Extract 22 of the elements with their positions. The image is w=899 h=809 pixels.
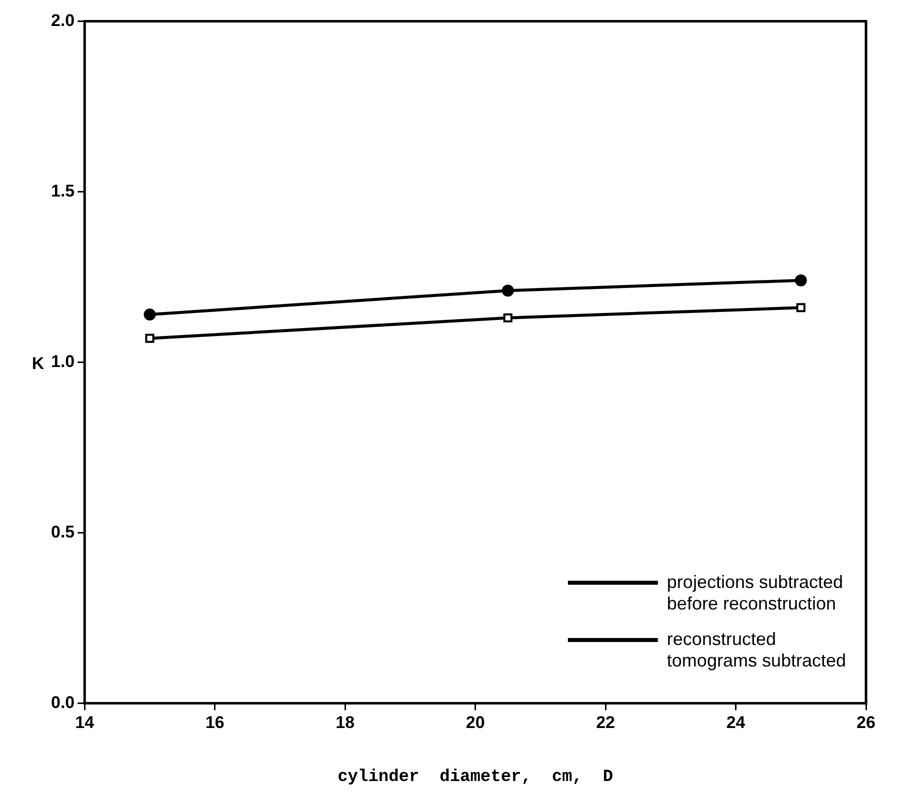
y-tick-label: 1.5 (50, 181, 75, 200)
x-axis-title: cylinder diameter, cm, D (338, 768, 614, 788)
y-tick-label: 1.0 (50, 352, 75, 371)
y-tick-label: 2.0 (50, 10, 75, 30)
y-axis-title: K (32, 354, 45, 373)
point (145, 334, 154, 343)
point (144, 308, 156, 320)
x-tick-label: 14 (75, 713, 95, 732)
point (794, 274, 807, 286)
y-tick-label: 0.0 (50, 692, 75, 712)
point (796, 303, 806, 312)
point (503, 313, 512, 322)
x-tick-label: 26 (856, 713, 876, 732)
x-tick-label: 18 (336, 713, 355, 732)
x-tick-label: 24 (726, 713, 746, 732)
legend-label: reconstructed tomograms subtracted (666, 628, 846, 671)
point (502, 284, 514, 297)
x-tick-label: 16 (205, 713, 224, 732)
legend-label: projections subtracted before reconstruction (666, 572, 844, 614)
y-tick-label: 0.5 (50, 522, 75, 542)
x-tick-label: 22 (596, 713, 616, 732)
x-tick-label: 20 (466, 713, 485, 732)
